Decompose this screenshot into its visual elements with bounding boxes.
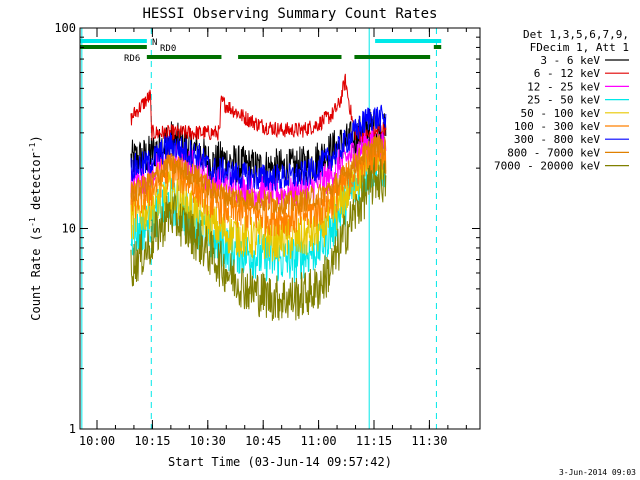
legend: Det 1,3,5,6,7,9, FDecim 1, Att 1 3 - 6 k… xyxy=(494,28,629,173)
legend-entry-label: 25 - 50 keV xyxy=(527,94,600,107)
series-line xyxy=(130,134,387,215)
legend-entry-label: 7000 - 20000 keV xyxy=(494,160,600,173)
flag-bar-segment xyxy=(354,55,431,59)
flag-bar-segment xyxy=(80,45,147,49)
legend-entry-label: 300 - 800 keV xyxy=(514,133,600,146)
y-tick-label: 1 xyxy=(69,422,76,436)
legend-header-1: Det 1,3,5,6,7,9, xyxy=(523,28,629,41)
y-axis-label: Count Rate (s-1 detector-1) xyxy=(28,135,43,320)
x-tick-label: 11:15 xyxy=(356,434,392,448)
flag-bar-label: RD6 xyxy=(124,54,140,64)
series-line xyxy=(130,104,387,192)
x-axis-label: Start Time (03-Jun-14 09:57:42) xyxy=(168,455,392,469)
flag-bar-label: RD0 xyxy=(160,44,176,54)
flag-bar-segment xyxy=(375,39,442,43)
series-group xyxy=(130,73,387,321)
flag-bar-segment xyxy=(433,45,442,49)
x-tick-label: 10:00 xyxy=(79,434,115,448)
date-stamp: 3-Jun-2014 09:03 xyxy=(559,468,636,477)
legend-entry-label: 50 - 100 keV xyxy=(521,107,601,120)
y-tick-label: 10 xyxy=(62,222,76,236)
flag-bar-label: N xyxy=(152,38,157,48)
flag-bar-segment xyxy=(238,55,342,59)
chart-title: HESSI Observing Summary Count Rates xyxy=(142,6,437,22)
flag-bar-segment xyxy=(146,55,222,59)
legend-entry-label: 6 - 12 keV xyxy=(534,67,601,80)
series-line xyxy=(130,73,387,143)
legend-entry-label: 800 - 7000 keV xyxy=(507,146,600,159)
x-tick-label: 10:30 xyxy=(190,434,226,448)
x-tick-label: 10:15 xyxy=(134,434,170,448)
x-axis: 10:00 10:15 10:30 10:45 11:00 11:15 11:30 xyxy=(79,28,467,448)
x-tick-label: 11:30 xyxy=(411,434,447,448)
legend-entry-label: 12 - 25 keV xyxy=(527,80,600,93)
legend-entry-label: 100 - 300 keV xyxy=(514,120,600,133)
x-tick-label: 10:45 xyxy=(245,434,281,448)
y-tick-label: 100 xyxy=(54,21,76,35)
legend-entry-label: 3 - 6 keV xyxy=(540,54,600,67)
flag-bar-segment xyxy=(80,39,147,43)
legend-header-2: FDecim 1, Att 1 xyxy=(530,41,629,54)
y-axis: 1 10 100 xyxy=(54,21,480,436)
x-tick-label: 11:00 xyxy=(301,434,337,448)
series-line xyxy=(130,157,387,321)
